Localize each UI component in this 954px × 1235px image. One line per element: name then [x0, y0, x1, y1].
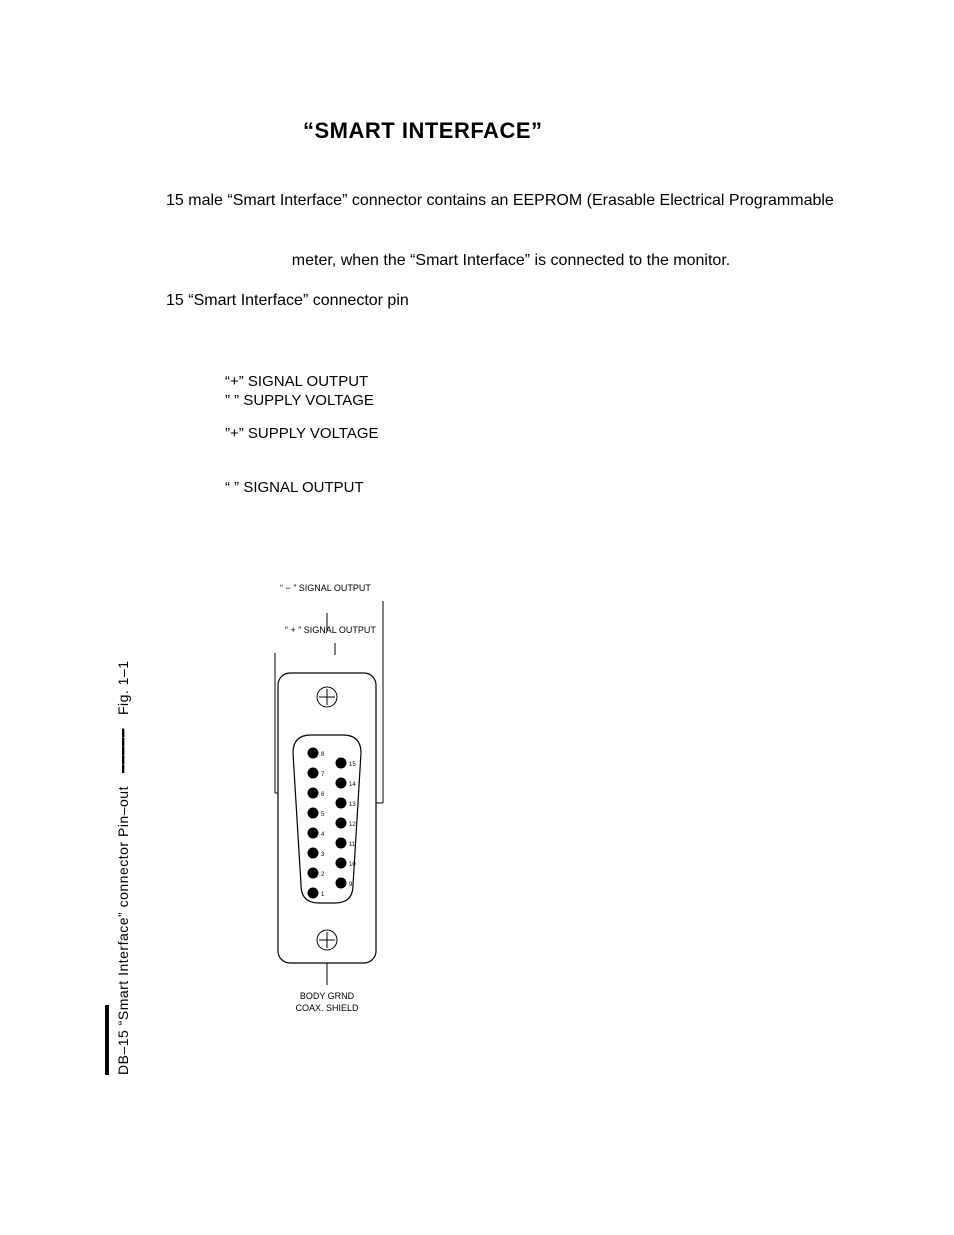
svg-text:13: 13 — [349, 802, 356, 808]
svg-text:12: 12 — [349, 822, 356, 828]
connector-figure: DB–15 “Smart Interface” connector Pin–ou… — [115, 575, 615, 1075]
svg-text:11: 11 — [349, 842, 356, 848]
svg-text:15: 15 — [349, 762, 356, 768]
title-text: “SMART INTERFACE” — [303, 118, 543, 144]
svg-text:10: 10 — [349, 862, 356, 868]
signal-label-2: ” ” SUPPLY VOLTAGE — [225, 392, 379, 411]
signal-label-1: “+” SIGNAL OUTPUT — [225, 373, 379, 392]
svg-text:“ + ” SIGNAL OUTPUT: “ + ” SIGNAL OUTPUT — [285, 625, 376, 635]
signal-label-block: “+” SIGNAL OUTPUT ” ” SUPPLY VOLTAGE ”+”… — [225, 373, 379, 498]
svg-text:14: 14 — [349, 782, 356, 788]
page-title: “SMART INTERFACE” — [0, 118, 954, 144]
svg-text:“ − ” SIGNAL OUTPUT: “ − ” SIGNAL OUTPUT — [280, 583, 371, 593]
paragraph-2: meter, when the “Smart Interface” is con… — [166, 250, 856, 272]
paragraph-1: 15 male “Smart Interface” connector cont… — [166, 190, 856, 212]
svg-text:BODY GRND: BODY GRND — [300, 991, 355, 1001]
signal-label-4: “ ” SIGNAL OUTPUT — [225, 479, 379, 498]
svg-text:COAX. SHIELD: COAX. SHIELD — [295, 1003, 359, 1013]
signal-label-3: ”+” SUPPLY VOLTAGE — [225, 425, 379, 444]
paragraph-3: 15 “Smart Interface” connector pin — [166, 290, 856, 312]
figure-caption-fig: Fig. 1–1 — [115, 660, 131, 715]
connector-diagram: “ − ” SIGNAL OUTPUT“ + ” SIGNAL OUTPUT87… — [185, 575, 485, 1075]
figure-caption-main: DB–15 “Smart Interface” connector Pin–ou… — [115, 786, 131, 1075]
figure-caption-bar-icon — [105, 1005, 109, 1075]
figure-caption-vertical: DB–15 “Smart Interface” connector Pin–ou… — [115, 605, 131, 1075]
